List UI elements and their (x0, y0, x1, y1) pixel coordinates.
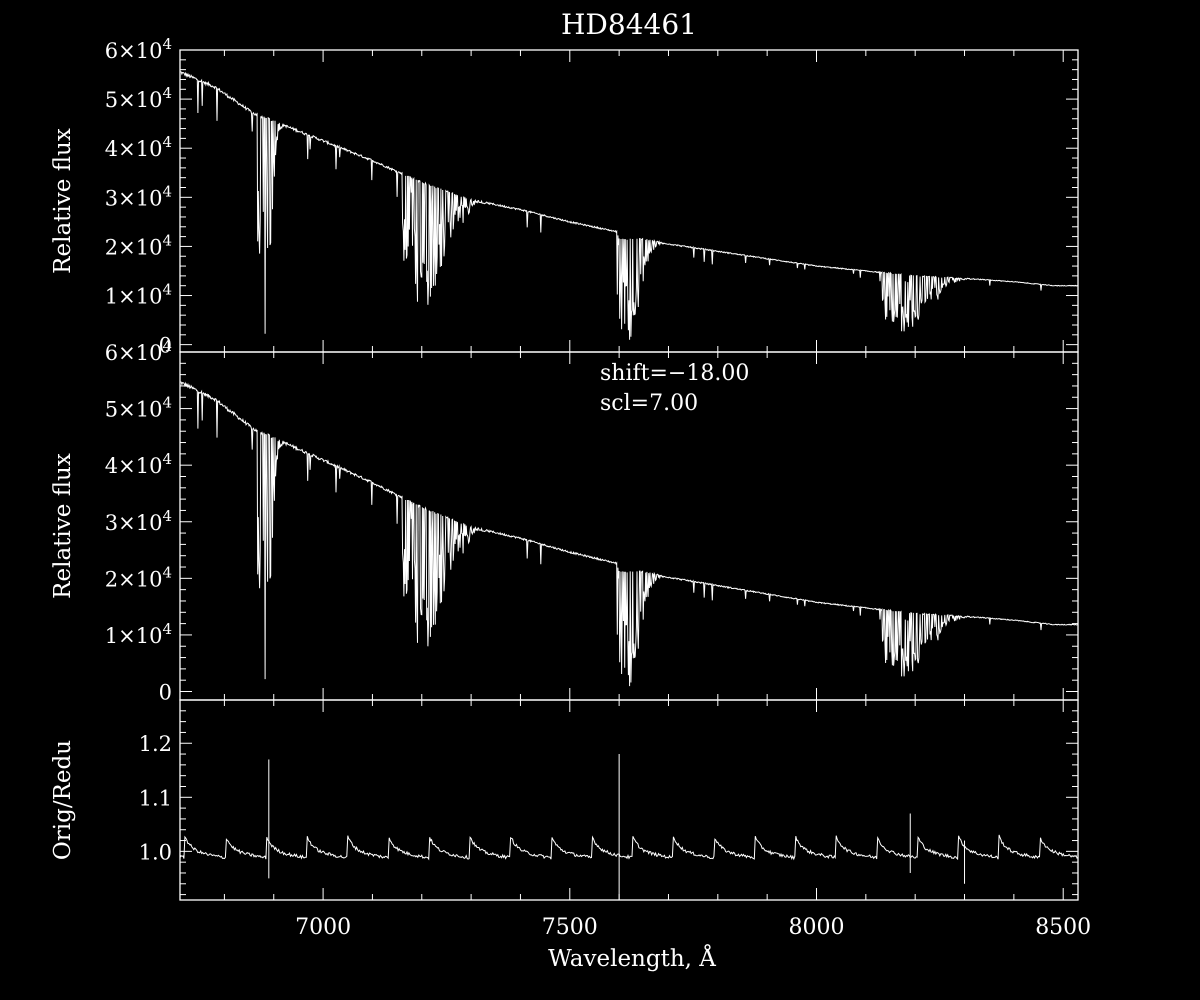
y-tick-label: 1.1 (139, 786, 172, 810)
y-tick-label: 1.2 (139, 732, 172, 756)
y-tick-label: 1.0 (139, 840, 172, 864)
x-tick-label: 7500 (542, 915, 598, 940)
x-axis-label: Wavelength, Å (548, 944, 716, 972)
y-axis-label: Orig/Redu (50, 740, 76, 860)
y-tick-label: 6×104 (105, 35, 172, 63)
x-tick-label: 8500 (1035, 915, 1091, 940)
fit-annotation: shift=−18.00 (600, 361, 749, 386)
y-tick-label: 0 (159, 334, 172, 358)
y-axis-label: Relative flux (50, 453, 76, 599)
y-tick-label: 2×104 (105, 563, 172, 591)
x-tick-label: 7000 (295, 915, 351, 940)
y-tick-label: 4×104 (105, 450, 172, 478)
panel-ratio: 7000 7500 8000 8500 1.0 1.1 1.2 Orig/Redu (50, 699, 1091, 940)
panel-original-spectrum: 0 1×104 2×104 3×104 4×104 5×104 6×104 Relative … (50, 35, 1079, 358)
y-tick-label: 0 (159, 681, 172, 705)
spectrum-line (180, 381, 1078, 687)
y-tick-label: 1×104 (105, 281, 172, 309)
y-axis-label: Relative flux (50, 128, 76, 274)
x-tick-label: 8000 (788, 915, 844, 940)
y-tick-label: 1×104 (105, 620, 172, 648)
y-tick-label: 5×104 (105, 84, 172, 112)
spectrum-line (180, 834, 1078, 861)
y-tick-label: 2×104 (105, 231, 172, 259)
y-tick-label: 6×104 (105, 337, 172, 365)
y-tick-label: 3×104 (105, 182, 172, 210)
chart-title: HD84461 (561, 8, 697, 41)
y-tick-label: 4×104 (105, 133, 172, 161)
plot-frame (179, 699, 1079, 901)
fit-annotation: scl=7.00 (600, 391, 698, 416)
y-tick-label: 5×104 (105, 394, 172, 422)
y-tick-label: 3×104 (105, 507, 172, 535)
spectrum-line (180, 71, 1078, 340)
